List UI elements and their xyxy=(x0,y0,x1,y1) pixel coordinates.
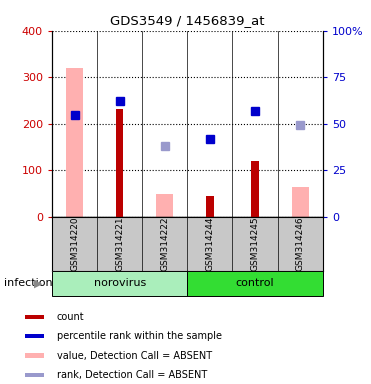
Text: infection: infection xyxy=(4,278,52,288)
Bar xyxy=(25,353,45,358)
Bar xyxy=(25,315,45,319)
Bar xyxy=(187,271,323,296)
Text: GSM314245: GSM314245 xyxy=(250,217,260,271)
Bar xyxy=(25,334,45,339)
Text: ▶: ▶ xyxy=(34,278,43,288)
Text: GSM314222: GSM314222 xyxy=(160,217,169,271)
Bar xyxy=(251,161,259,217)
Bar xyxy=(66,68,83,217)
Bar xyxy=(25,372,45,377)
Text: percentile rank within the sample: percentile rank within the sample xyxy=(57,331,222,341)
Bar xyxy=(116,109,124,217)
Bar xyxy=(52,271,187,296)
Text: GSM314244: GSM314244 xyxy=(206,217,214,271)
Text: norovirus: norovirus xyxy=(93,278,146,288)
Bar xyxy=(292,187,309,217)
Title: GDS3549 / 1456839_at: GDS3549 / 1456839_at xyxy=(110,14,265,27)
Text: value, Detection Call = ABSENT: value, Detection Call = ABSENT xyxy=(57,351,212,361)
Text: control: control xyxy=(236,278,275,288)
Text: count: count xyxy=(57,312,84,322)
Text: GSM314246: GSM314246 xyxy=(296,217,305,271)
Bar xyxy=(156,194,173,217)
Text: GSM314220: GSM314220 xyxy=(70,217,79,271)
Text: rank, Detection Call = ABSENT: rank, Detection Call = ABSENT xyxy=(57,370,207,380)
Bar xyxy=(206,196,214,217)
Text: GSM314221: GSM314221 xyxy=(115,217,124,271)
